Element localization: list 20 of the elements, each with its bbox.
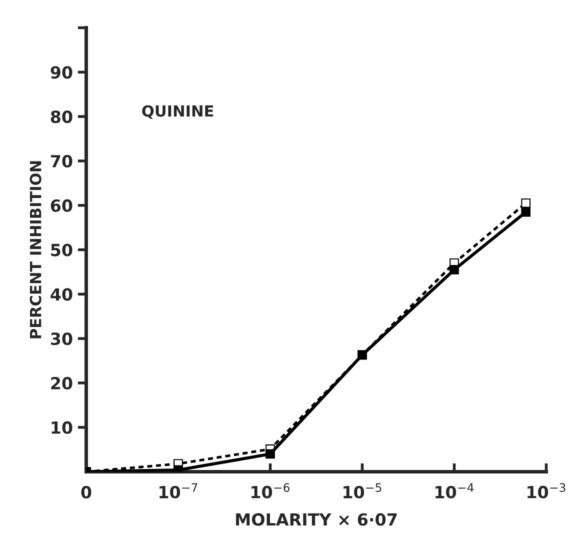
y-tick-label: 50 [51, 244, 72, 256]
x-tick-label: 10$^{−7}$ [160, 483, 198, 498]
x-tick-label: 10$^{−6}$ [252, 483, 290, 498]
y-tick-label: 90 [50, 66, 72, 79]
y-tick-label: 20 [51, 376, 72, 390]
y-axis-title: PERCENT INHIBITION [30, 161, 42, 338]
x-tick-label: 10$^{−3}$ [528, 483, 566, 498]
y-tick-label: 70 [50, 154, 72, 168]
text: QUININE [142, 105, 214, 119]
y-tick-label: 10 [52, 421, 72, 434]
point [450, 265, 459, 274]
y-tick-label: 40 [50, 288, 72, 301]
point [266, 449, 275, 459]
x-axis-title: MOLARITY × 6·07 [236, 513, 397, 526]
x-tick-label: 10$^{−4}$ [436, 483, 474, 498]
y-tick-label: 30 [50, 332, 72, 346]
y-tick-label: 60 [50, 199, 72, 212]
x-tick-label: 10$^{−5}$ [344, 483, 382, 498]
y-tick-label: 80 [50, 110, 72, 124]
x-tick-label: 0 [81, 486, 92, 499]
